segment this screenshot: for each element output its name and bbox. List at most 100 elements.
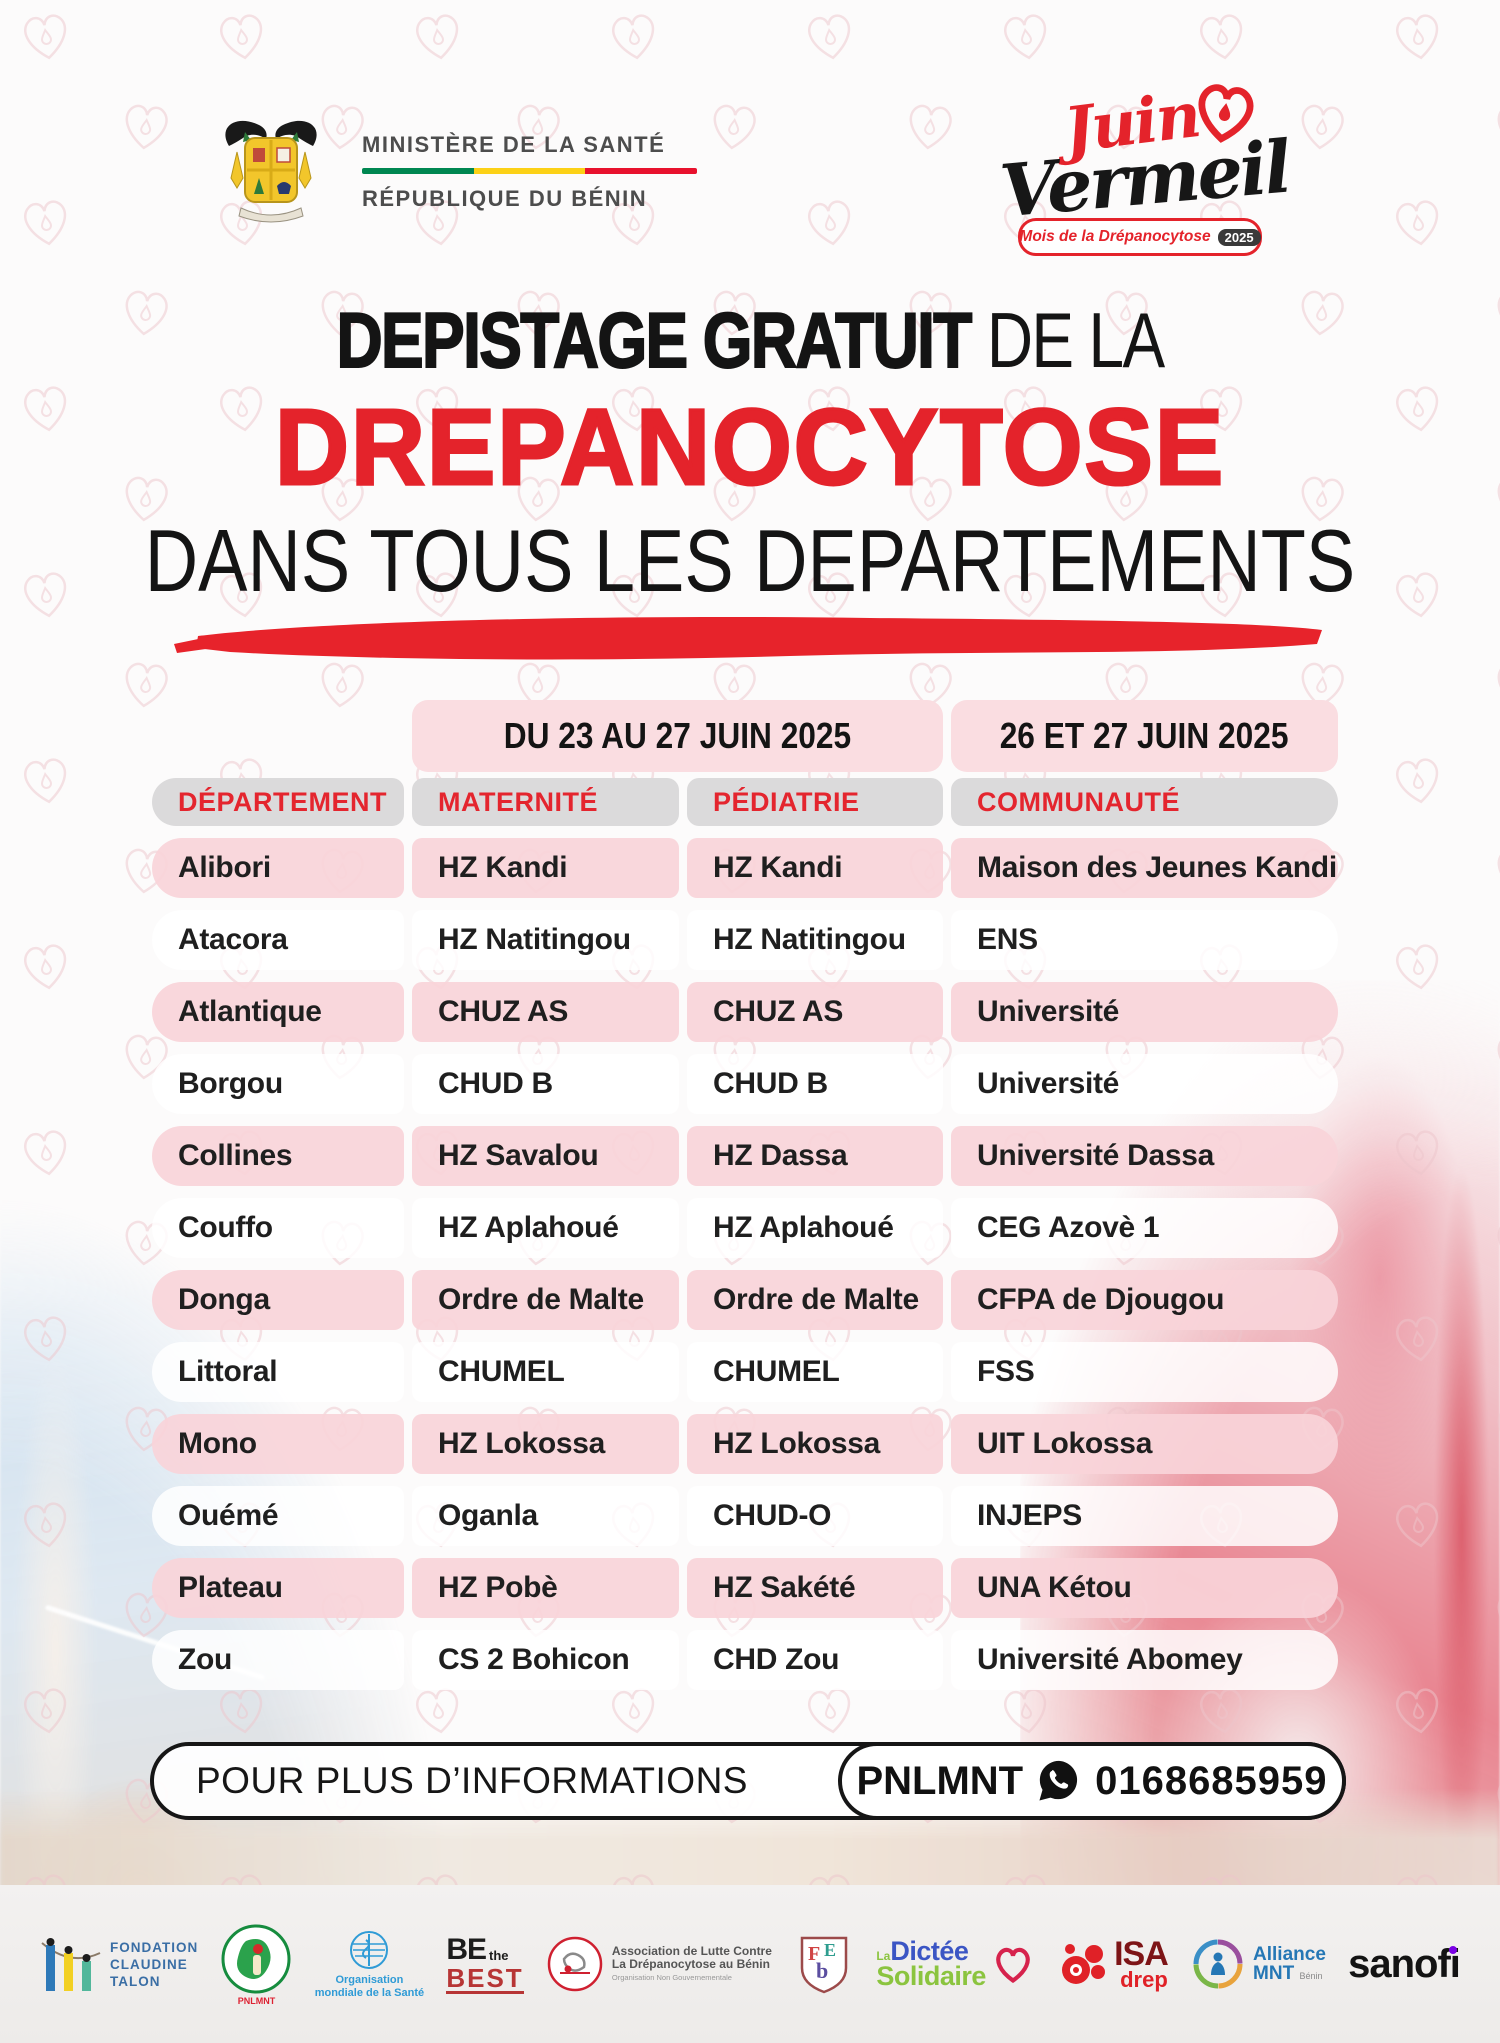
partner-alcdb: Association de Lutte Contre La Drépanocy… [546,1935,772,1993]
cell-communaute: Université Dassa [951,1126,1338,1186]
table-row: Zou CS 2 Bohicon CHD Zou Université Abom… [152,1630,1338,1690]
btb-best: BEST [446,1962,524,1994]
title-line1: DEPISTAGE GRATUIT DE LA [135,299,1365,381]
table-row: Littoral CHUMEL CHUMEL FSS [152,1342,1338,1402]
cell-pediatrie: HZ Natitingou [687,910,943,970]
alliance-word3: Bénin [1299,1971,1323,1981]
ministry-block: MINISTÈRE DE LA SANTÉ RÉPUBLIQUE DU BÉNI… [362,132,722,212]
cell-departement: Donga [152,1270,404,1330]
table-row: Collines HZ Savalou HZ Dassa Université … [152,1126,1338,1186]
col-header-maternite: MATERNITÉ [412,778,679,826]
table-row: Donga Ordre de Malte Ordre de Malte CFPA… [152,1270,1338,1330]
benin-flag-bar [362,168,697,174]
fct-line2: CLAUDINE [110,1956,188,1972]
table-row: Ouémé Oganla CHUD-O INJEPS [152,1486,1338,1546]
cell-communaute: INJEPS [951,1486,1338,1546]
cell-communaute: CEG Azovè 1 [951,1198,1338,1258]
cell-pediatrie: HZ Dassa [687,1126,943,1186]
table-row: Mono HZ Lokossa HZ Lokossa UIT Lokossa [152,1414,1338,1474]
ministry-name: MINISTÈRE DE LA SANTÉ [362,132,666,157]
cell-pediatrie: HZ Sakété [687,1558,943,1618]
col-header-communaute: COMMUNAUTÉ [951,778,1338,826]
period-tabs: DU 23 AU 27 JUIN 2025 26 ET 27 JUIN 2025 [152,700,1338,772]
partner-alliance-mnt: Alliance MNT Bénin [1190,1936,1326,1992]
info-label: POUR PLUS D’INFORMATIONS [196,1760,748,1801]
alliance-word2: MNT [1253,1963,1295,1984]
partner-feb: F E b [794,1932,854,1996]
cell-maternite: Ordre de Malte [412,1270,679,1330]
isa-word1: ISA [1114,1935,1169,1973]
oms-icon [350,1931,389,1969]
screening-table: DU 23 AU 27 JUIN 2025 26 ET 27 JUIN 2025… [152,700,1338,1690]
contact-name: PNLMNT [856,1758,1024,1803]
table-row: Couffo HZ Aplahoué HZ Aplahoué CEG Azovè… [152,1198,1338,1258]
title-line1-strong: DEPISTAGE GRATUIT [336,296,974,384]
table-row: Atacora HZ Natitingou HZ Natitingou ENS [152,910,1338,970]
whatsapp-icon [1039,1760,1078,1801]
cell-communaute: Maison des Jeunes Kandi [951,838,1338,898]
cell-communaute: Université Abomey [951,1630,1338,1690]
btb-be: BE [446,1932,487,1966]
cell-departement: Atlantique [152,982,404,1042]
cell-departement: Alibori [152,838,404,898]
table-row: Atlantique CHUZ AS CHUZ AS Université [152,982,1338,1042]
cell-maternite: HZ Savalou [412,1126,679,1186]
cell-pediatrie: CHUD B [687,1054,943,1114]
cell-maternite: HZ Aplahoué [412,1198,679,1258]
cell-departement: Ouémé [152,1486,404,1546]
period-tab-label: DU 23 AU 27 JUIN 2025 [503,715,852,756]
partner-isa-drep: ISA drep [1058,1935,1169,1992]
table-row: Alibori HZ Kandi HZ Kandi Maison des Jeu… [152,838,1338,898]
fct-line1: FONDATION [110,1939,199,1955]
cell-pediatrie: CHUMEL [687,1342,943,1402]
cell-pediatrie: CHUD-O [687,1486,943,1546]
svg-text:b: b [816,1958,828,1983]
cell-departement: Collines [152,1126,404,1186]
isa-word2: drep [1120,1967,1168,1992]
cell-maternite: CHUMEL [412,1342,679,1402]
badge-year: 2025 [1217,228,1261,246]
alcdb-line3: Organisation Non Gouvernementale [611,1972,732,1982]
col-header-pediatrie: PÉDIATRIE [687,778,943,826]
column-headers: DÉPARTEMENT MATERNITÉ PÉDIATRIE COMMUNAU… [152,778,1338,826]
partner-fondation-claudine-talon: FONDATION CLAUDINE TALON [40,1933,198,1995]
cell-pediatrie: HZ Aplahoué [687,1198,943,1258]
benin-coat-of-arms [225,120,317,223]
sanofi-wordmark: sanofi [1348,1941,1461,1986]
cell-communaute: UNA Kétou [951,1558,1338,1618]
campaign-badge: Mois de la Drépanocytose 2025 [1018,218,1262,256]
badge-text: Mois de la Drépanocytose [1019,228,1211,245]
juin-vermeil-logo: Juin Vermeil Mois de la Drépanocytose 20… [997,78,1292,263]
cell-departement: Mono [152,1414,404,1474]
phone-number: 0168685959 [1095,1758,1328,1803]
cell-pediatrie: HZ Lokossa [687,1414,943,1474]
republic-name: RÉPUBLIQUE DU BÉNIN [362,186,648,211]
isa-drep-icon [1062,1944,1106,1984]
dictee-word2: Solidaire [876,1961,986,1991]
cell-communaute: UIT Lokossa [951,1414,1338,1474]
pnlmnt-icon [221,1924,291,1993]
oms-line1: Organisation [335,1974,404,1986]
feb-crest-icon: F E b [800,1936,848,1994]
contact-pill: PNLMNT 0168685959 [838,1742,1346,1820]
cell-communaute: Université [951,982,1338,1042]
alcdb-line2: La Drépanocytose au Bénin [611,1956,770,1971]
red-brush-stroke [174,616,1322,660]
info-bar: POUR PLUS D’INFORMATIONS PNLMNT 01686859… [150,1742,1346,1820]
period-tab-maternite-pediatrie: DU 23 AU 27 JUIN 2025 [412,700,943,772]
fct-line3: TALON [110,1973,161,1989]
cell-maternite: CHUD B [412,1054,679,1114]
table-row: Borgou CHUD B CHUD B Université [152,1054,1338,1114]
partner-dictee-solidaire: LaDictée Solidaire [876,1938,1036,1990]
cell-maternite: HZ Natitingou [412,910,679,970]
cell-pediatrie: HZ Kandi [687,838,943,898]
title-line1-light: DE LA [970,296,1165,384]
partner-logos-strip: FONDATION CLAUDINE TALON PNLMNT Organisa… [0,1885,1500,2043]
cell-maternite: HZ Kandi [412,838,679,898]
cell-departement: Plateau [152,1558,404,1618]
partner-sanofi: sanofi [1348,1941,1461,1987]
table-rows: Alibori HZ Kandi HZ Kandi Maison des Jeu… [152,838,1338,1690]
cell-communaute: ENS [951,910,1338,970]
cell-maternite: HZ Pobè [412,1558,679,1618]
partner-pnlmnt: PNLMNT [220,1923,292,2006]
